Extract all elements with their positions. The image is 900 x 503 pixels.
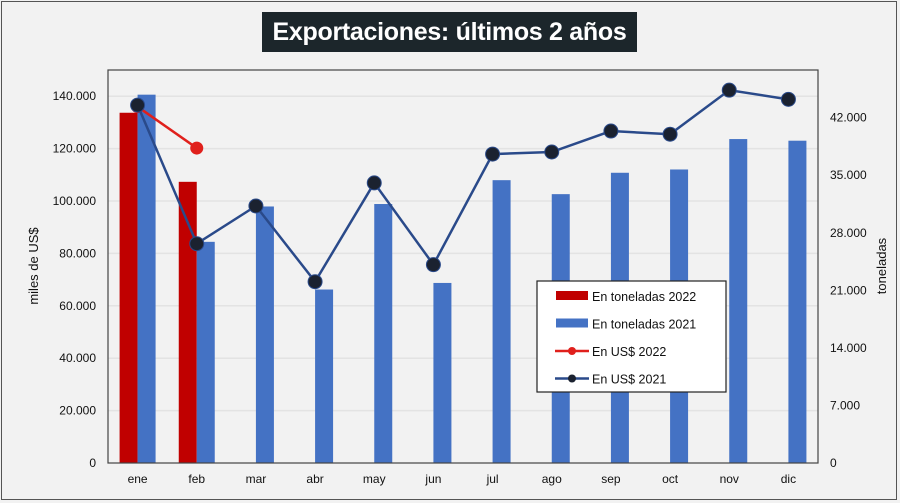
legend-marker bbox=[568, 374, 576, 383]
y-left-tick-label: 40.000 bbox=[59, 351, 96, 365]
bar-en-toneladas-2021 bbox=[374, 204, 393, 463]
y-left-tick-label: 20.000 bbox=[59, 404, 96, 418]
data-point bbox=[721, 82, 737, 98]
plot-area-border bbox=[107, 69, 819, 464]
x-tick-label: may bbox=[363, 472, 386, 486]
data-point bbox=[603, 123, 619, 139]
x-tick-label: jul bbox=[486, 472, 499, 486]
y-right-tick-label: 28.000 bbox=[830, 226, 867, 240]
y-left-tick-label: 120.000 bbox=[53, 142, 97, 156]
y-axis-right-label: toneladas bbox=[874, 237, 889, 294]
legend-label: En US$ 2021 bbox=[592, 373, 666, 387]
data-point bbox=[425, 257, 441, 273]
bar-en-toneladas-2022 bbox=[178, 181, 197, 463]
y-right-tick-label: 0 bbox=[830, 456, 837, 470]
chart-title: Exportaciones: últimos 2 años bbox=[262, 12, 637, 52]
y-left-tick-label: 100.000 bbox=[53, 194, 97, 208]
y-axis-left-label: miles de US$ bbox=[26, 227, 41, 305]
bar-en-toneladas-2021 bbox=[433, 282, 452, 463]
y-left-tick-label: 140.000 bbox=[53, 89, 97, 103]
bar-en-toneladas-2021 bbox=[492, 180, 511, 463]
data-point bbox=[190, 141, 204, 155]
legend-marker bbox=[568, 347, 576, 355]
x-tick-label: abr bbox=[306, 472, 323, 486]
bar-en-toneladas-2021 bbox=[137, 94, 156, 463]
bar-en-toneladas-2021 bbox=[315, 289, 334, 463]
line-en-us-2021 bbox=[136, 88, 789, 284]
bar-en-toneladas-2022 bbox=[119, 112, 138, 463]
y-right-tick-label: 14.000 bbox=[830, 341, 867, 355]
y-left-tick-label: 60.000 bbox=[59, 299, 96, 313]
legend-swatch bbox=[556, 291, 588, 300]
legend: En toneladas 2022 En toneladas 2021 En US$… bbox=[536, 280, 727, 393]
y-left-tick-label: 0 bbox=[89, 456, 96, 470]
data-point bbox=[780, 91, 796, 107]
legend-label: En US$ 2022 bbox=[592, 345, 666, 359]
bar-en-toneladas-2021 bbox=[255, 206, 274, 463]
legend-swatch bbox=[556, 318, 588, 328]
x-tick-label: oct bbox=[662, 472, 679, 486]
bar-en-toneladas-2021 bbox=[196, 241, 215, 463]
data-point bbox=[130, 97, 146, 113]
data-point bbox=[189, 236, 205, 252]
data-point bbox=[366, 175, 382, 191]
data-point bbox=[662, 126, 678, 142]
x-tick-label: feb bbox=[188, 472, 205, 486]
y-right-tick-label: 42.000 bbox=[830, 111, 867, 125]
data-point bbox=[544, 144, 560, 160]
line-en-us-2022 bbox=[136, 105, 198, 150]
bar-en-toneladas-2021 bbox=[729, 139, 748, 464]
x-tick-label: sep bbox=[601, 472, 621, 486]
axes: 0 20.000 40.000 60.000 80.000 100.000 120.000 1… bbox=[53, 89, 867, 486]
bars bbox=[119, 94, 807, 464]
y-right-tick-label: 21.000 bbox=[830, 283, 867, 297]
x-tick-label: mar bbox=[246, 472, 267, 486]
legend-label: En toneladas 2022 bbox=[592, 290, 696, 304]
data-point bbox=[307, 274, 323, 290]
y-right-tick-label: 35.000 bbox=[830, 168, 867, 182]
x-tick-label: ene bbox=[128, 472, 148, 486]
lines bbox=[130, 82, 796, 290]
bar-en-toneladas-2021 bbox=[788, 140, 807, 464]
data-point bbox=[248, 198, 264, 214]
x-tick-label: nov bbox=[720, 472, 739, 486]
x-tick-label: jun bbox=[424, 472, 441, 486]
x-tick-label: ago bbox=[542, 472, 562, 486]
y-left-tick-label: 80.000 bbox=[59, 246, 96, 260]
x-tick-label: dic bbox=[781, 472, 796, 486]
y-right-tick-label: 7.000 bbox=[830, 398, 860, 412]
legend-label: En toneladas 2021 bbox=[592, 318, 696, 332]
data-point bbox=[485, 146, 501, 162]
